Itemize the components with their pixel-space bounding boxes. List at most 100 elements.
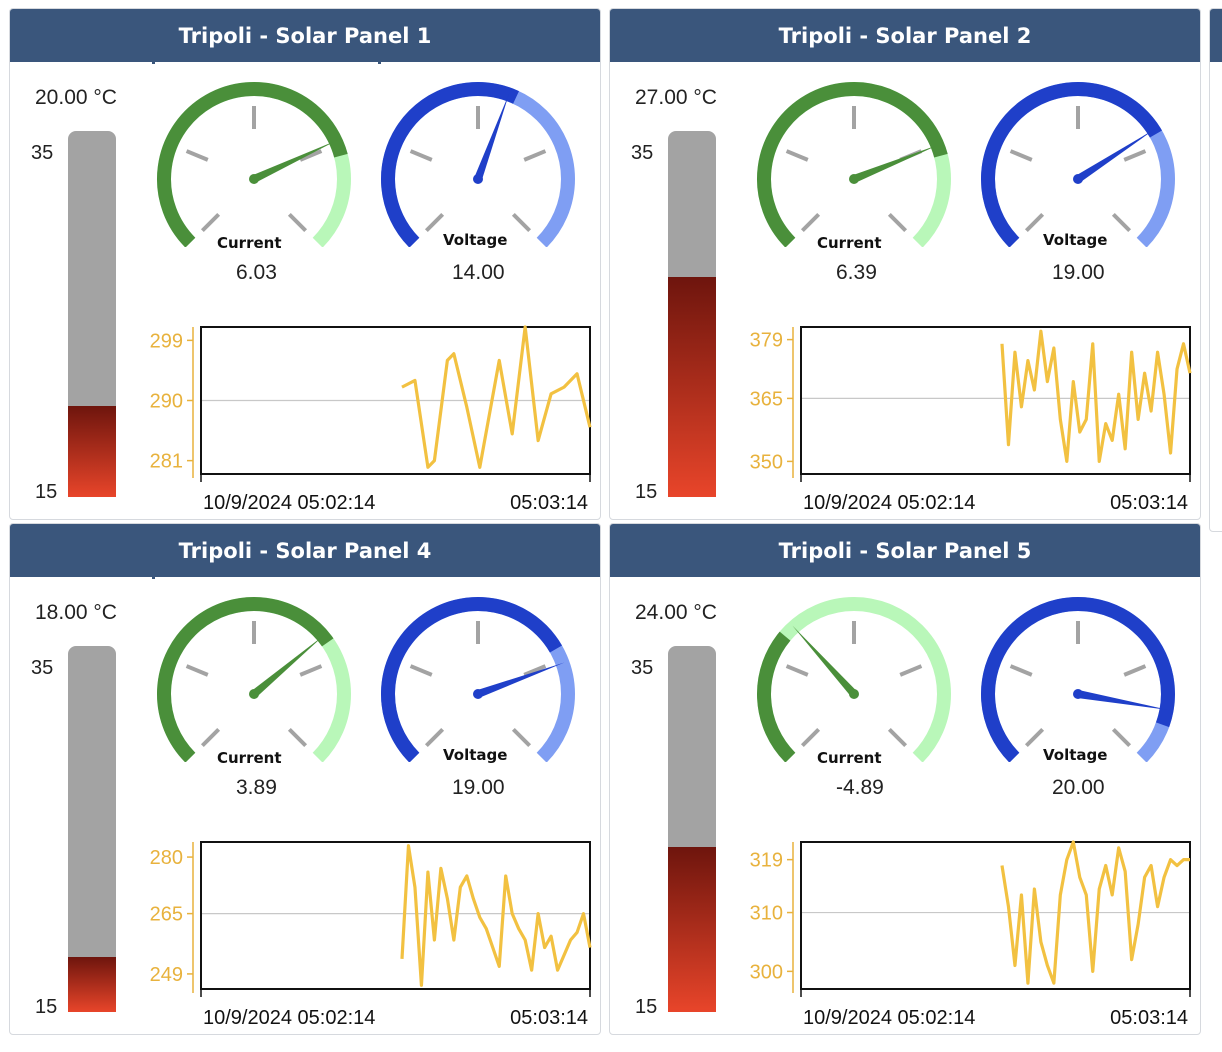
panel-title-edge <box>1210 9 1222 62</box>
gauge-arc-fill <box>381 597 562 762</box>
trend-chart: 319 310 300 10/9/2024 05:02:14 05:03:14 <box>750 840 1191 1029</box>
chart-x-start-label: 10/9/2024 05:02:14 <box>803 1007 975 1029</box>
chart-y-tick-label: 319 <box>750 850 783 872</box>
gauge-arc-fill <box>157 82 348 247</box>
gauge-arc-fill <box>757 631 796 762</box>
gauge-tick <box>887 727 908 748</box>
current-gauge-title: Current <box>217 234 282 252</box>
gauge-needle <box>792 625 857 697</box>
gauge-tick <box>287 212 308 233</box>
gauge-tick <box>299 149 323 162</box>
temperature-label: 18.00 °C <box>35 601 117 624</box>
current-gauge <box>757 82 951 247</box>
gauge-needle <box>252 140 338 183</box>
header-marker <box>152 576 155 579</box>
trend-chart: 379 365 350 10/9/2024 05:02:14 05:03:14 <box>750 326 1192 514</box>
chart-x-end-label: 05:03:14 <box>1110 1007 1188 1029</box>
gauge-hub <box>249 689 259 699</box>
chart-y-tick-label: 365 <box>750 388 783 410</box>
current-gauge-title: Current <box>817 749 882 767</box>
gauge-hub <box>849 689 859 699</box>
voltage-gauge <box>381 82 575 247</box>
gauge-tick <box>1111 212 1132 233</box>
chart-y-tick-label: 249 <box>150 964 183 986</box>
chart-frame <box>200 326 591 475</box>
thermometer-min-label: 15 <box>635 481 658 503</box>
gauge-tick <box>887 212 908 233</box>
solar-panel-card-5: Tripoli - Solar Panel 5 24.00 °C 35 15 C… <box>609 523 1201 1035</box>
thermometer-bar <box>68 646 116 1012</box>
chart-x-end-label: 05:03:14 <box>510 1007 588 1029</box>
gauge-hub <box>473 174 483 184</box>
chart-y-tick-label: 290 <box>150 391 183 413</box>
thermometer-min-label: 15 <box>635 996 658 1018</box>
chart-frame <box>800 326 1191 475</box>
current-value: -4.89 <box>836 776 884 799</box>
chart-x-end-label: 05:03:14 <box>1110 492 1188 514</box>
voltage-value: 19.00 <box>452 776 505 799</box>
gauge-tick <box>200 212 221 233</box>
gauge-tick <box>1024 212 1045 233</box>
gauge-tick <box>185 149 209 162</box>
temperature-label: 20.00 °C <box>35 86 117 109</box>
chart-x-start-label: 10/9/2024 05:02:14 <box>203 492 375 514</box>
gauge-tick <box>185 664 209 677</box>
gauge-tick <box>409 664 433 677</box>
chart-frame <box>800 841 1191 990</box>
gauge-arc-fill <box>757 82 948 247</box>
gauge-tick <box>424 212 445 233</box>
gauge-tick <box>800 212 821 233</box>
voltage-gauge-title: Voltage <box>443 746 508 764</box>
thermometer-min-label: 15 <box>35 996 58 1018</box>
solar-panel-card-1: Tripoli - Solar Panel 1 20.00 °C 35 15 C… <box>9 8 601 520</box>
trend-chart: 299 290 281 10/9/2024 05:02:14 05:03:14 <box>150 325 592 514</box>
gauge-needle <box>1075 128 1156 183</box>
panel-title: Tripoli - Solar Panel 2 <box>610 9 1200 62</box>
thermometer-max-label: 35 <box>31 657 54 679</box>
panel-title: Tripoli - Solar Panel 4 <box>10 524 600 577</box>
panel-title: Tripoli - Solar Panel 1 <box>10 9 600 62</box>
header-marker <box>152 61 155 64</box>
chart-series-line <box>401 325 592 469</box>
gauge-tick <box>785 664 809 677</box>
gauge-arc-fill <box>157 597 334 762</box>
gauge-tick <box>800 727 821 748</box>
gauge-arc-fill <box>981 597 1175 762</box>
panel-title: Tripoli - Solar Panel 5 <box>610 524 1200 577</box>
solar-panel-card-2: Tripoli - Solar Panel 2 27.00 °C 35 15 C… <box>609 8 1201 520</box>
current-gauge <box>757 597 951 762</box>
thermometer-fill <box>68 957 116 1012</box>
thermometer-fill <box>668 847 716 1012</box>
voltage-gauge <box>981 82 1175 247</box>
thermometer-fill <box>68 405 116 497</box>
chart-series-line <box>400 844 592 987</box>
thermometer-bar <box>668 646 716 1012</box>
gauge-hub <box>249 174 259 184</box>
gauge-hub <box>1073 689 1083 699</box>
thermometer-fill <box>668 277 716 497</box>
gauge-tick <box>1123 149 1147 162</box>
chart-y-tick-label: 299 <box>150 330 183 352</box>
chart-frame <box>200 841 591 990</box>
gauge-tick <box>1009 664 1033 677</box>
trend-chart: 280 265 249 10/9/2024 05:02:14 05:03:14 <box>150 841 592 1029</box>
chart-y-tick-label: 281 <box>150 451 183 473</box>
gauge-tick <box>424 727 445 748</box>
temperature-label: 27.00 °C <box>635 86 717 109</box>
next-panel-card-edge <box>1209 8 1222 532</box>
voltage-gauge-title: Voltage <box>1043 231 1108 249</box>
gauge-tick <box>1024 727 1045 748</box>
thermometer-max-label: 35 <box>631 657 654 679</box>
thermometer-max-label: 35 <box>631 142 654 164</box>
chart-series-line <box>1000 840 1190 985</box>
gauge-tick <box>511 727 532 748</box>
voltage-value: 14.00 <box>452 261 505 284</box>
chart-x-start-label: 10/9/2024 05:02:14 <box>203 1007 375 1029</box>
gauge-tick <box>299 664 323 677</box>
thermometer-bar <box>668 131 716 497</box>
voltage-value: 19.00 <box>1052 261 1105 284</box>
gauge-tick <box>523 149 547 162</box>
gauge-arc-fill <box>981 82 1162 247</box>
chart-x-start-label: 10/9/2024 05:02:14 <box>803 492 975 514</box>
gauge-needle <box>476 662 565 698</box>
